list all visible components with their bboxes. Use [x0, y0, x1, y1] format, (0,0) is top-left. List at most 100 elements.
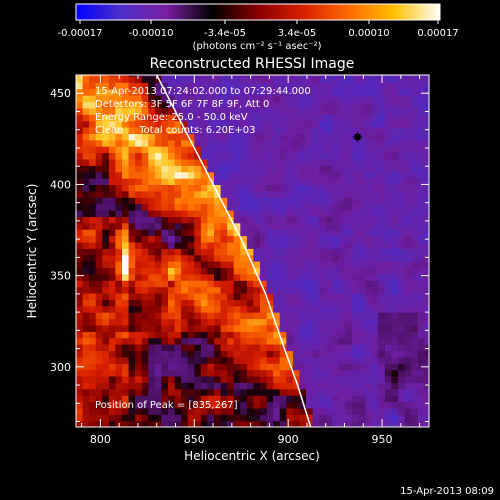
- heatmap-cell: [286, 292, 294, 300]
- heatmap-cell: [174, 420, 182, 427]
- heatmap-cell: [95, 165, 103, 173]
- heatmap-cell: [148, 292, 156, 300]
- heatmap-cell: [286, 152, 294, 160]
- heatmap-cell: [128, 318, 136, 326]
- heatmap-cell: [95, 235, 103, 243]
- heatmap-cell: [345, 75, 353, 77]
- heatmap-cell: [95, 133, 103, 141]
- heatmap-cell: [273, 165, 281, 173]
- heatmap-cell: [273, 210, 281, 217]
- heatmap-cell: [194, 324, 202, 332]
- heatmap-cell: [299, 127, 307, 134]
- heatmap-cell: [345, 286, 353, 294]
- heatmap-cell: [246, 82, 255, 90]
- heatmap-cell: [89, 114, 97, 122]
- heatmap-cell: [325, 241, 333, 249]
- heatmap-cell: [174, 82, 182, 90]
- heatmap-cell: [89, 280, 97, 288]
- heatmap-cell: [214, 203, 222, 211]
- heatmap-cell: [207, 305, 215, 313]
- heatmap-cell: [174, 165, 182, 173]
- heatmap-cell: [378, 178, 386, 185]
- heatmap-cell: [345, 101, 353, 109]
- heatmap-cell: [352, 82, 360, 90]
- heatmap-cell: [82, 267, 90, 275]
- heatmap-cell: [371, 273, 379, 281]
- heatmap-cell: [89, 273, 97, 281]
- heatmap-cell: [306, 127, 314, 134]
- heatmap-cell: [378, 146, 386, 154]
- heatmap-cell: [181, 350, 189, 358]
- heatmap-cell: [384, 229, 393, 237]
- heatmap-cell: [108, 241, 117, 249]
- heatmap-cell: [332, 75, 340, 77]
- heatmap-cell: [312, 101, 320, 109]
- heatmap-cell: [325, 292, 333, 300]
- heatmap-cell: [411, 305, 419, 313]
- heatmap-cell: [187, 146, 195, 154]
- heatmap-cell: [378, 254, 386, 262]
- heatmap-cell: [319, 75, 327, 77]
- heatmap-cell: [128, 82, 136, 90]
- heatmap-cell: [115, 401, 123, 409]
- heatmap-cell: [89, 401, 97, 409]
- heatmap-cell: [411, 107, 419, 115]
- heatmap-cell: [207, 171, 215, 179]
- heatmap-cell: [312, 216, 320, 224]
- heatmap-cell: [306, 407, 314, 415]
- heatmap-cell: [82, 280, 90, 288]
- heatmap-cell: [371, 261, 379, 268]
- heatmap-cell: [148, 107, 156, 115]
- heatmap-cell: [207, 261, 215, 268]
- heatmap-cell: [102, 190, 110, 198]
- heatmap-cell: [391, 158, 399, 166]
- heatmap-cell: [108, 267, 117, 275]
- heatmap-cell: [253, 350, 261, 358]
- heatmap-cell: [365, 350, 373, 358]
- heatmap-cell: [141, 171, 149, 179]
- heatmap-cell: [214, 280, 222, 288]
- heatmap-cell: [417, 152, 425, 160]
- heatmap-cell: [286, 146, 294, 154]
- heatmap-cell: [220, 280, 228, 288]
- annotation-time-range: 15-Apr-2013 07:24:02.000 to 07:29:44.000: [95, 86, 311, 97]
- heatmap-cell: [246, 414, 255, 422]
- heatmap-cell: [214, 184, 222, 192]
- heatmap-cell: [371, 369, 379, 377]
- heatmap-cell: [181, 401, 189, 409]
- heatmap-cell: [273, 331, 281, 339]
- heatmap-cell: [122, 114, 130, 122]
- heatmap-cell: [141, 107, 149, 115]
- heatmap-cell: [246, 190, 255, 198]
- heatmap-cell: [266, 299, 274, 307]
- heatmap-cell: [384, 241, 393, 249]
- heatmap-cell: [181, 267, 189, 275]
- heatmap-cell: [122, 82, 130, 90]
- heatmap-cell: [299, 337, 307, 345]
- heatmap-cell: [325, 88, 333, 96]
- heatmap-cell: [207, 363, 215, 371]
- heatmap-cell: [266, 229, 274, 237]
- heatmap-cell: [404, 171, 412, 179]
- heatmap-cell: [253, 158, 261, 166]
- heatmap-cell: [82, 133, 90, 141]
- heatmap-cell: [82, 152, 90, 160]
- heatmap-cell: [417, 95, 425, 103]
- heatmap-cell: [141, 178, 149, 185]
- heatmap-cell: [122, 401, 130, 409]
- heatmap-cell: [200, 178, 209, 185]
- heatmap-cell: [332, 324, 340, 332]
- heatmap-cell: [391, 171, 399, 179]
- heatmap-cell: [194, 203, 202, 211]
- heatmap-cell: [214, 356, 222, 364]
- heatmap-cell: [135, 127, 143, 134]
- heatmap-cell: [404, 382, 412, 390]
- heatmap-cell: [240, 382, 248, 390]
- heatmap-cell: [227, 120, 235, 128]
- heatmap-cell: [306, 114, 314, 122]
- heatmap-cell: [286, 401, 294, 409]
- heatmap-cell: [168, 273, 176, 281]
- x-tick-label: 950: [372, 433, 393, 446]
- heatmap-cell: [135, 75, 143, 83]
- heatmap-cell: [299, 210, 307, 217]
